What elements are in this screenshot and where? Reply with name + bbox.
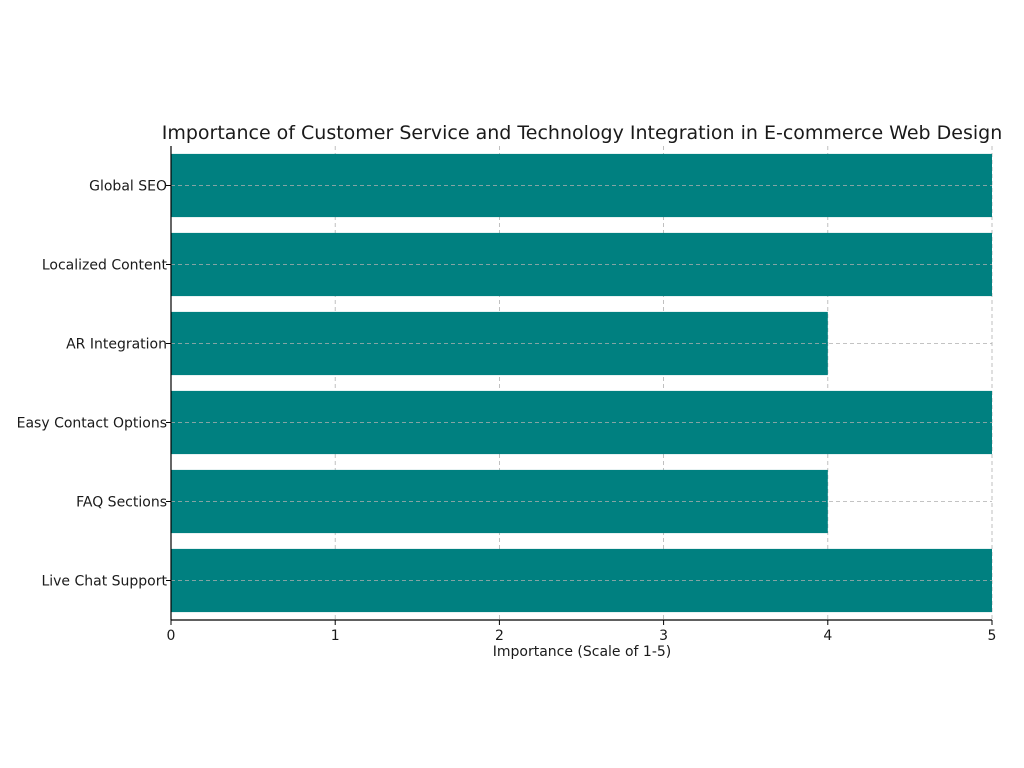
bar-center-gridlines [171, 185, 992, 581]
x-tick-label: 3 [659, 628, 668, 644]
axes [170, 146, 992, 621]
y-tick-label: Live Chat Support [41, 574, 167, 590]
y-ticks: Live Chat Support FAQ Sections Easy Contac… [17, 179, 171, 590]
bar-global-seo [171, 153, 992, 218]
bars [171, 153, 992, 613]
y-tick-label: Easy Contact Options [17, 416, 167, 432]
y-tick-label: FAQ Sections [76, 495, 167, 511]
y-tick-label: Localized Content [42, 258, 168, 274]
x-ticks: 0 1 2 3 4 5 [167, 620, 997, 644]
x-tick-label: 5 [988, 628, 997, 644]
x-tick-label: 0 [167, 628, 176, 644]
bar-localized-content [171, 232, 992, 297]
x-tick-label: 4 [823, 628, 832, 644]
bar-easy-contact-options [171, 390, 992, 455]
x-tick-label: 1 [331, 628, 340, 644]
chart-title: Importance of Customer Service and Techn… [162, 122, 1002, 144]
y-tick-label: Global SEO [89, 179, 167, 195]
x-axis-label: Importance (Scale of 1-5) [493, 644, 672, 660]
x-tick-label: 2 [495, 628, 504, 644]
bar-live-chat-support [171, 548, 992, 613]
y-tick-label: AR Integration [66, 337, 167, 353]
